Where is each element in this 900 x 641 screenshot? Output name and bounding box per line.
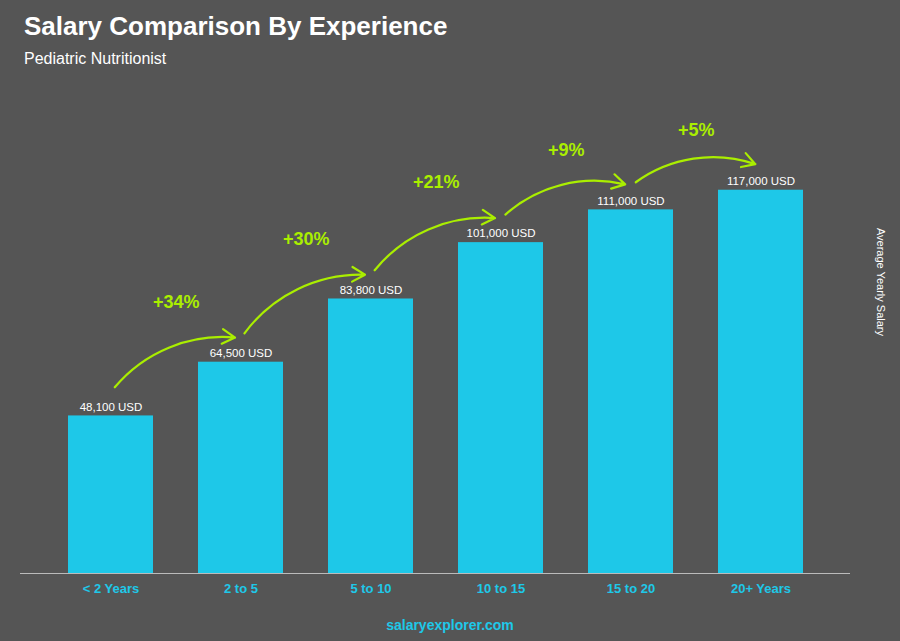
svg-text:20+ Years: 20+ Years [731,581,791,596]
svg-text:5 to 10: 5 to 10 [350,581,391,596]
html-text:Salary Comparison By Experienc: Salary Comparison By Experience [24,11,448,41]
svg-text:+9%: +9% [548,140,585,160]
html-text:salaryexplorer.com: salaryexplorer.com [386,617,514,633]
svg-text:101,000 USD: 101,000 USD [466,227,535,239]
svg-text:Average Yearly Salary: Average Yearly Salary [875,228,887,337]
html-text:Pediatric Nutritionist: Pediatric Nutritionist [24,50,167,67]
svg-text:10 to 15: 10 to 15 [477,581,525,596]
svg-text:+21%: +21% [413,172,460,192]
svg-text:83,800 USD: 83,800 USD [340,284,403,296]
svg-text:64,500 USD: 64,500 USD [210,347,273,359]
svg-text:111,000 USD: 111,000 USD [597,195,664,207]
svg-text:+34%: +34% [153,292,200,312]
svg-text:2 to 5: 2 to 5 [224,581,258,596]
svg-text:+30%: +30% [283,229,330,249]
svg-text:15 to 20: 15 to 20 [607,581,655,596]
svg-text:< 2 Years: < 2 Years [83,581,140,596]
svg-text:48,100 USD: 48,100 USD [80,401,143,413]
svg-text:+5%: +5% [678,120,715,140]
svg-text:117,000 USD: 117,000 USD [727,175,795,187]
